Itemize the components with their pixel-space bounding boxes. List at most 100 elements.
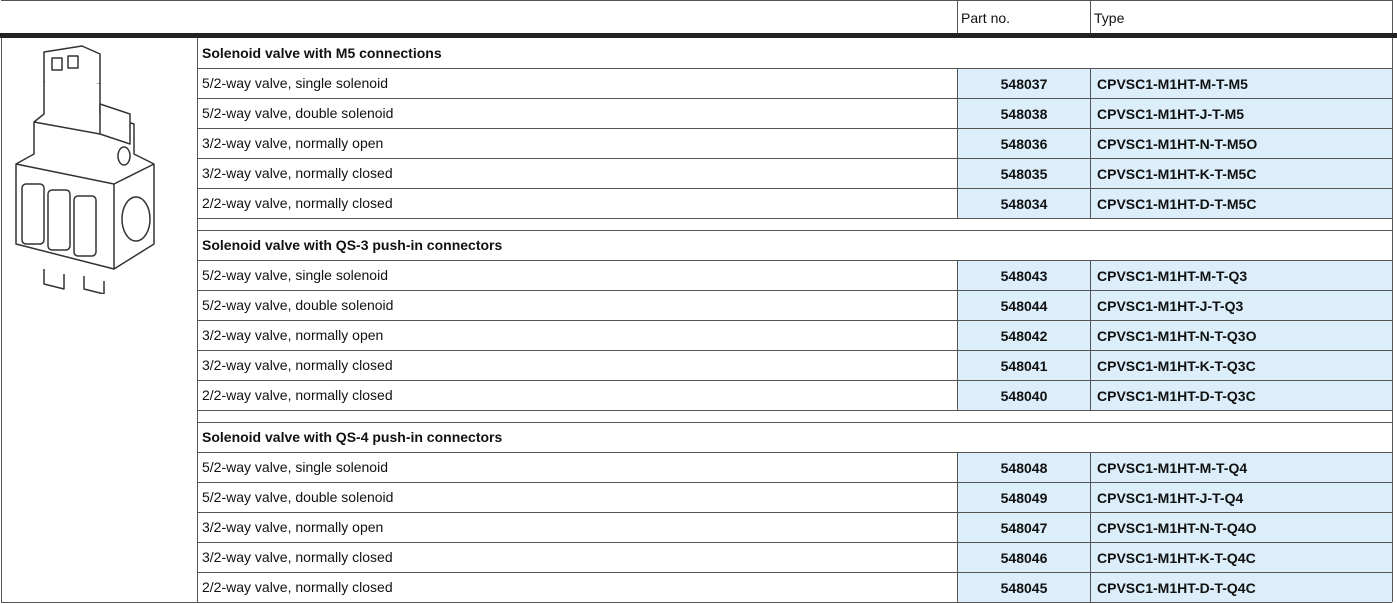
section-title: Solenoid valve with M5 connections — [202, 45, 442, 61]
type: CPVSC1-M1HT-K-T-Q4C — [1091, 543, 1392, 572]
section-title: Solenoid valve with QS-4 push-in connect… — [202, 429, 503, 445]
col-line — [1090, 452, 1091, 482]
part-no: 548047 — [958, 513, 1090, 542]
row-line — [197, 218, 1392, 219]
type: CPVSC1-M1HT-D-T-Q3C — [1091, 381, 1392, 410]
part-no: 548035 — [958, 159, 1090, 188]
col-line — [1090, 98, 1091, 128]
col-line — [957, 452, 958, 482]
part-no: 548036 — [958, 129, 1090, 158]
part-no: 548038 — [958, 99, 1090, 128]
valve-image — [15, 45, 155, 294]
part-no: 548040 — [958, 381, 1090, 410]
col-line — [1090, 380, 1091, 410]
row-line — [197, 602, 1392, 603]
type: CPVSC1-M1HT-K-T-Q3C — [1091, 351, 1392, 380]
row-line — [197, 260, 1392, 261]
col-line — [957, 380, 958, 410]
header-rule — [0, 33, 1397, 38]
col-line — [1090, 290, 1091, 320]
description: 5/2-way valve, double solenoid — [202, 489, 394, 505]
description: 5/2-way valve, double solenoid — [202, 297, 394, 313]
description: 5/2-way valve, single solenoid — [202, 75, 388, 91]
type: CPVSC1-M1HT-D-T-Q4C — [1091, 573, 1392, 602]
header-divider — [957, 0, 958, 33]
col-line — [1090, 350, 1091, 380]
row-line — [197, 158, 1392, 159]
col-line — [957, 128, 958, 158]
row-line — [197, 350, 1392, 351]
col-line — [1090, 128, 1091, 158]
col-line — [957, 542, 958, 572]
col-line — [1090, 542, 1091, 572]
col-line — [1090, 260, 1091, 290]
part-no: 548041 — [958, 351, 1090, 380]
header-right — [1392, 0, 1393, 33]
right-border — [1392, 38, 1393, 602]
col-line — [957, 350, 958, 380]
part-no: 548046 — [958, 543, 1090, 572]
col-line — [957, 290, 958, 320]
image-border — [197, 38, 198, 602]
description: 3/2-way valve, normally closed — [202, 549, 393, 565]
header-type: Type — [1094, 9, 1125, 26]
type: CPVSC1-M1HT-K-T-M5C — [1091, 159, 1392, 188]
col-line — [957, 320, 958, 350]
part-no: 548049 — [958, 483, 1090, 512]
description: 3/2-way valve, normally open — [202, 327, 384, 343]
col-line — [957, 68, 958, 98]
part-no: 548048 — [958, 453, 1090, 482]
col-line — [1090, 320, 1091, 350]
part-no: 548044 — [958, 291, 1090, 320]
row-line — [197, 542, 1392, 543]
col-line — [1090, 572, 1091, 602]
col-line — [1090, 68, 1091, 98]
col-line — [957, 260, 958, 290]
row-line — [197, 410, 1392, 411]
row-line — [197, 452, 1392, 453]
col-line — [957, 512, 958, 542]
row-line — [197, 512, 1392, 513]
description: 3/2-way valve, normally closed — [202, 357, 393, 373]
description: 3/2-way valve, normally open — [202, 519, 384, 535]
col-line — [1090, 158, 1091, 188]
row-line — [197, 230, 1392, 231]
description: 2/2-way valve, normally closed — [202, 387, 393, 403]
type: CPVSC1-M1HT-D-T-M5C — [1091, 189, 1392, 218]
row-line — [197, 188, 1392, 189]
col-line — [1090, 482, 1091, 512]
description: 5/2-way valve, single solenoid — [202, 459, 388, 475]
type: CPVSC1-M1HT-M-T-Q4 — [1091, 453, 1392, 482]
part-no: 548043 — [958, 261, 1090, 290]
col-line — [957, 158, 958, 188]
row-line — [197, 290, 1392, 291]
description: 3/2-way valve, normally open — [202, 135, 384, 151]
description: 5/2-way valve, single solenoid — [202, 267, 388, 283]
col-line — [1090, 512, 1091, 542]
row-line — [197, 380, 1392, 381]
col-line — [957, 98, 958, 128]
col-line — [1090, 188, 1091, 218]
header-divider — [1090, 0, 1091, 33]
row-line — [197, 320, 1392, 321]
type: CPVSC1-M1HT-J-T-M5 — [1091, 99, 1392, 128]
type: CPVSC1-M1HT-M-T-M5 — [1091, 69, 1392, 98]
col-line — [957, 482, 958, 512]
type: CPVSC1-M1HT-N-T-Q3O — [1091, 321, 1392, 350]
row-line — [197, 572, 1392, 573]
type: CPVSC1-M1HT-M-T-Q3 — [1091, 261, 1392, 290]
row-line — [197, 422, 1392, 423]
row-line — [197, 68, 1392, 69]
part-no: 548037 — [958, 69, 1090, 98]
type: CPVSC1-M1HT-N-T-Q4O — [1091, 513, 1392, 542]
row-line — [197, 128, 1392, 129]
col-line — [957, 572, 958, 602]
description: 5/2-way valve, double solenoid — [202, 105, 394, 121]
part-no: 548042 — [958, 321, 1090, 350]
type: CPVSC1-M1HT-J-T-Q3 — [1091, 291, 1392, 320]
top-border — [1, 0, 1392, 1]
part-no: 548034 — [958, 189, 1090, 218]
description: 2/2-way valve, normally closed — [202, 579, 393, 595]
image-bottom — [1, 602, 197, 603]
